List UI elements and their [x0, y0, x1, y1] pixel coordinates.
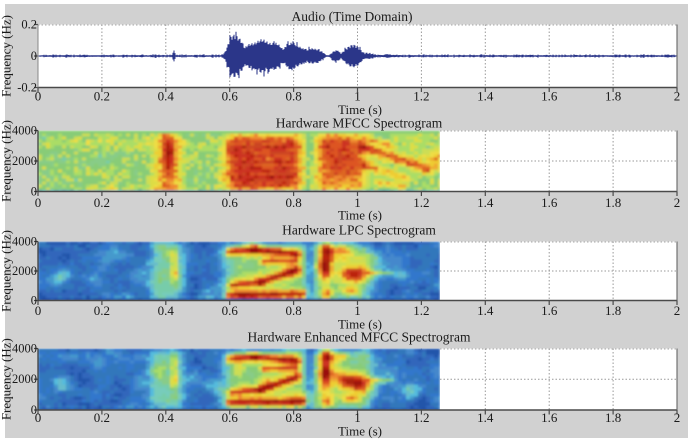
- svg-text:4000: 4000: [12, 234, 37, 248]
- svg-text:1: 1: [354, 195, 361, 210]
- svg-text:0: 0: [31, 184, 37, 198]
- svg-text:Hardware MFCC Spectrogram: Hardware MFCC Spectrogram: [276, 116, 443, 131]
- svg-text:Hardware LPC Spectrogram: Hardware LPC Spectrogram: [282, 223, 436, 238]
- svg-text:2000: 2000: [12, 264, 37, 278]
- svg-text:0: 0: [35, 195, 42, 210]
- svg-text:1.2: 1.2: [413, 89, 429, 104]
- svg-text:1.4: 1.4: [477, 410, 494, 425]
- svg-text:0: 0: [31, 293, 37, 307]
- svg-text:0.2: 0.2: [94, 195, 110, 210]
- svg-text:1.2: 1.2: [413, 410, 429, 425]
- svg-text:0.2: 0.2: [21, 17, 37, 31]
- svg-text:0: 0: [31, 403, 37, 417]
- svg-text:1.4: 1.4: [477, 89, 494, 104]
- svg-text:0.2: 0.2: [94, 89, 110, 104]
- svg-text:0.6: 0.6: [222, 410, 239, 425]
- svg-text:0.8: 0.8: [285, 303, 301, 318]
- svg-text:0.6: 0.6: [222, 195, 239, 210]
- svg-text:Time (s): Time (s): [338, 102, 382, 117]
- svg-text:0: 0: [31, 49, 37, 63]
- svg-text:1.6: 1.6: [541, 89, 558, 104]
- svg-text:1.8: 1.8: [605, 195, 621, 210]
- svg-text:0: 0: [35, 410, 42, 425]
- svg-text:0.4: 0.4: [158, 303, 175, 318]
- svg-text:0.6: 0.6: [222, 89, 239, 104]
- svg-text:1.2: 1.2: [413, 195, 429, 210]
- svg-text:1.6: 1.6: [541, 195, 558, 210]
- svg-text:0.6: 0.6: [222, 303, 239, 318]
- svg-text:0.8: 0.8: [285, 195, 301, 210]
- svg-text:Frequency (Hz): Frequency (Hz): [0, 230, 14, 312]
- svg-text:4000: 4000: [12, 123, 37, 137]
- svg-text:Frequency (Hz): Frequency (Hz): [0, 338, 14, 420]
- svg-text:1.4: 1.4: [477, 303, 494, 318]
- svg-text:0.8: 0.8: [285, 410, 301, 425]
- svg-text:1.6: 1.6: [541, 303, 558, 318]
- svg-text:Time (s): Time (s): [338, 317, 382, 332]
- svg-text:1.6: 1.6: [541, 410, 558, 425]
- svg-text:1.8: 1.8: [605, 303, 621, 318]
- svg-text:1.8: 1.8: [605, 410, 621, 425]
- svg-text:2: 2: [674, 89, 681, 104]
- svg-text:Frequency (Hz): Frequency (Hz): [0, 120, 14, 202]
- svg-text:0.2: 0.2: [94, 303, 110, 318]
- svg-text:1: 1: [354, 89, 361, 104]
- svg-text:1.4: 1.4: [477, 195, 494, 210]
- svg-text:2000: 2000: [12, 372, 37, 386]
- svg-text:4000: 4000: [12, 341, 37, 355]
- svg-text:Hardware Enhanced MFCC Spectro: Hardware Enhanced MFCC Spectrogram: [247, 330, 471, 345]
- svg-text:0.8: 0.8: [285, 89, 301, 104]
- svg-text:Frequency (Hz): Frequency (Hz): [0, 15, 14, 97]
- svg-text:0.4: 0.4: [158, 89, 175, 104]
- svg-text:-0.2: -0.2: [17, 80, 37, 94]
- svg-text:2000: 2000: [12, 154, 37, 168]
- svg-text:0.4: 0.4: [158, 410, 175, 425]
- svg-text:0.4: 0.4: [158, 195, 175, 210]
- svg-text:0.2: 0.2: [94, 410, 110, 425]
- svg-text:2: 2: [674, 303, 681, 318]
- svg-text:Time (s): Time (s): [338, 208, 382, 223]
- svg-text:Audio (Time Domain): Audio (Time Domain): [292, 9, 413, 24]
- svg-text:1.8: 1.8: [605, 89, 621, 104]
- svg-text:0: 0: [35, 303, 42, 318]
- svg-text:2: 2: [674, 195, 681, 210]
- svg-text:0: 0: [35, 89, 42, 104]
- svg-text:1: 1: [354, 303, 361, 318]
- svg-text:1.2: 1.2: [413, 303, 429, 318]
- svg-text:Time (s): Time (s): [338, 424, 382, 439]
- svg-text:1: 1: [354, 410, 361, 425]
- svg-text:2: 2: [674, 410, 681, 425]
